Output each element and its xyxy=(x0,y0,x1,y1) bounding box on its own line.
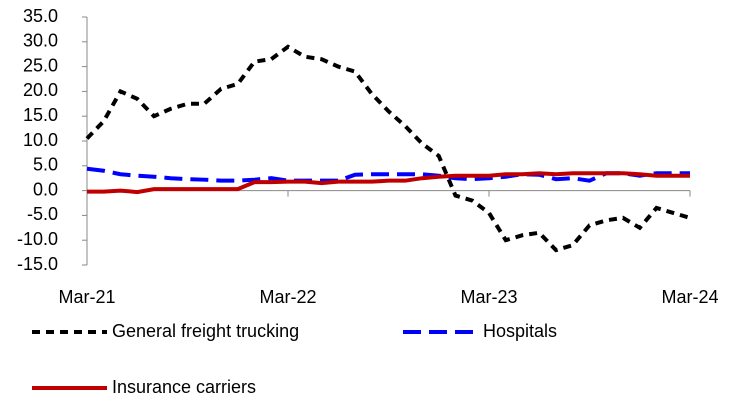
y-tick-label: 35.0 xyxy=(23,6,58,26)
y-tick-label: -15.0 xyxy=(17,254,58,274)
legend-label: Insurance carriers xyxy=(112,377,256,397)
y-tick-label: 15.0 xyxy=(23,105,58,125)
series-line xyxy=(85,44,691,253)
y-tick-label: -10.0 xyxy=(17,229,58,249)
series-line xyxy=(86,166,690,183)
legend-label: Hospitals xyxy=(483,321,557,341)
y-tick-label: 25.0 xyxy=(23,55,58,75)
x-tick-label: Mar-23 xyxy=(460,287,517,307)
y-tick-label: 30.0 xyxy=(23,31,58,51)
y-tick-label: 10.0 xyxy=(23,130,58,150)
legend-label: General freight trucking xyxy=(112,321,299,341)
y-tick-label: -5.0 xyxy=(27,204,58,224)
series-line xyxy=(87,171,690,195)
y-tick-label: 5.0 xyxy=(33,155,58,175)
y-tick-label: 20.0 xyxy=(23,80,58,100)
y-tick-label: 0.0 xyxy=(33,179,58,199)
x-tick-label: Mar-24 xyxy=(661,287,718,307)
x-tick-label: Mar-22 xyxy=(259,287,316,307)
x-tick-label: Mar-21 xyxy=(58,287,115,307)
